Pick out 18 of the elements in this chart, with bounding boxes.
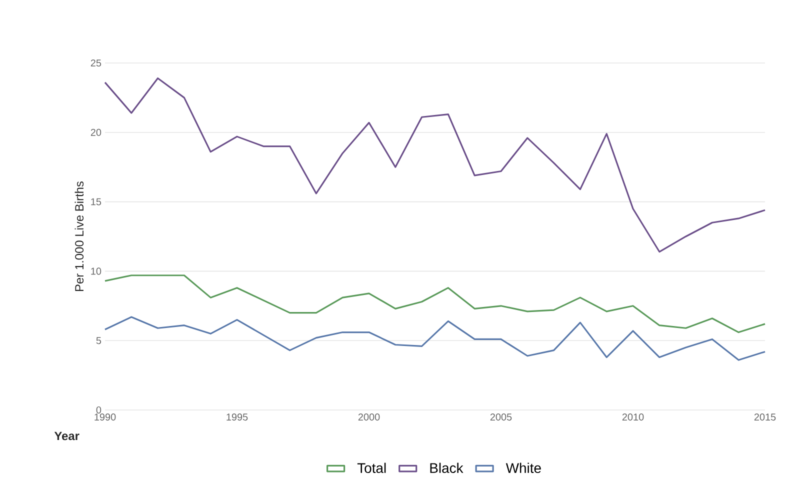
x-tick-label: 2010 [622,414,644,421]
x-tick-label: 2015 [754,414,776,421]
x-tick-label: 2005 [490,414,512,421]
y-tick-label: 0 [96,406,102,414]
y-tick-label: 5 [96,337,102,344]
y-axis-title: Per 1.000 Live Births [74,181,84,292]
legend-label: Total [357,462,386,474]
legend-label: White [506,462,541,474]
y-tick-label: 15 [91,198,102,206]
legend-label: Black [430,462,464,474]
x-tick-label: 1995 [226,414,248,421]
y-tick-label: 10 [91,268,102,275]
y-tick-label: 25 [90,59,102,67]
x-tick-label: 2000 [358,414,380,421]
line-series [104,77,766,253]
x-axis-title: Year [54,432,80,440]
x-tick-label: 1990 [94,414,116,421]
y-tick-label: 20 [90,128,102,136]
